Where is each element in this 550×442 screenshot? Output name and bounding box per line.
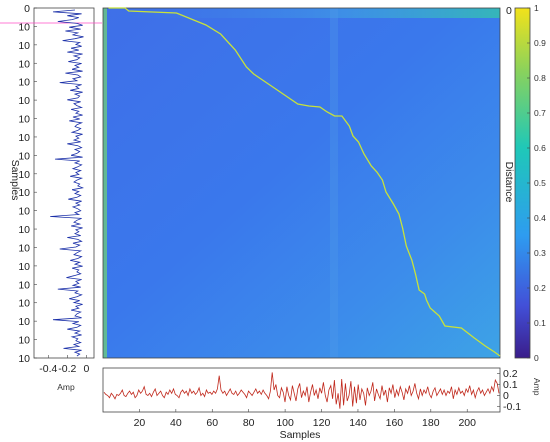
left-x-tick-label: -0.2 bbox=[58, 363, 76, 375]
bottom-y-ticks: 0.20.10-0.1 bbox=[497, 368, 521, 413]
colorbar-tick-label: 0.7 bbox=[534, 108, 546, 118]
left-y-tick-label: 0 bbox=[24, 3, 30, 15]
bottom-x-ticks: 20 40 60 80 100 120 140 160 180 200 bbox=[134, 409, 476, 429]
colorbar-tick-label: 0.8 bbox=[534, 73, 546, 83]
bottom-x-tick-label: 100 bbox=[276, 417, 294, 429]
left-y-tick-label: 10 bbox=[18, 242, 30, 254]
colorbar-tick-label: 0.6 bbox=[534, 143, 546, 153]
colorbar: 0 0.1 0.2 0.3 0.4 0.5 0.6 0.7 0.8 0.9 1 bbox=[514, 3, 546, 363]
bottom-x-tick-label: 200 bbox=[458, 417, 476, 429]
left-y-tick-label: 10 bbox=[18, 114, 30, 126]
bottom-x-tick-label: 180 bbox=[422, 417, 440, 429]
distance-matrix-heatmap: 0 Distance bbox=[102, 5, 515, 359]
bottom-y-axis-label: Amp bbox=[532, 378, 542, 396]
bottom-x-tick-label: 120 bbox=[313, 417, 331, 429]
bottom-waveform-line bbox=[103, 372, 500, 409]
left-y-tick-label: 10 bbox=[18, 224, 30, 236]
left-y-tick-label: 10 bbox=[18, 77, 30, 89]
heatmap-left-band bbox=[103, 8, 107, 358]
colorbar-tick-label: 0.4 bbox=[534, 213, 546, 223]
bottom-x-tick-label: 80 bbox=[243, 417, 255, 429]
bottom-y-tick-label: 0 bbox=[503, 390, 509, 402]
left-x-tick-label: -0.4 bbox=[39, 363, 57, 375]
left-y-tick-label: 10 bbox=[18, 169, 30, 181]
left-waveform-plot: 010101010101010101010101010101010101010 … bbox=[0, 3, 102, 392]
left-y-ticks: 0 10 10 10 10 10 10 10 10 10 10 10 10 10 10 10 10 10 10 10 bbox=[18, 3, 37, 365]
colorbar-label: Distance bbox=[503, 162, 515, 203]
left-y-tick-label: 10 bbox=[18, 187, 30, 199]
left-x-ticks: -0.4 -0.2 0 bbox=[39, 355, 89, 375]
left-y-tick-label: 10 bbox=[18, 95, 30, 107]
heatmap-top-band bbox=[103, 8, 500, 18]
left-y-tick-label: 10 bbox=[18, 21, 30, 33]
colorbar-tick-label: 0.5 bbox=[534, 178, 546, 188]
bottom-x-tick-label: 60 bbox=[206, 417, 218, 429]
left-y-tick-label: 10 bbox=[18, 40, 30, 52]
left-y-tick-label: 10 bbox=[18, 206, 30, 218]
left-y-tick-label: 10 bbox=[18, 58, 30, 70]
left-y-axis-label: Samples bbox=[9, 160, 21, 201]
left-x-tick-label: 0 bbox=[83, 363, 89, 375]
left-y-tick-label: 10 bbox=[18, 279, 30, 291]
heatmap-field bbox=[103, 8, 500, 358]
bottom-y-tick-label: 0.1 bbox=[503, 379, 518, 391]
colorbar-tick-label: 1 bbox=[534, 3, 539, 13]
warping-path bbox=[108, 7, 501, 357]
left-x-axis-label: Amp bbox=[57, 382, 75, 392]
colorbar-tick-label: 0.9 bbox=[534, 38, 546, 48]
bottom-x-axis-label: Samples bbox=[280, 429, 321, 441]
colorbar-ticks: 0 0.1 0.2 0.3 0.4 0.5 0.6 0.7 0.8 0.9 1 bbox=[527, 3, 546, 363]
left-y-tick-label: 10 bbox=[18, 335, 30, 347]
bottom-x-tick-label: 20 bbox=[134, 417, 146, 429]
colorbar-tick-label: 0.2 bbox=[534, 283, 546, 293]
left-y-tick-label: 10 bbox=[18, 150, 30, 162]
left-waveform-line bbox=[50, 9, 85, 357]
left-y-tick-label: 10 bbox=[18, 298, 30, 310]
left-y-tick-label: 10 bbox=[18, 353, 30, 365]
left-y-tick-label: 10 bbox=[18, 132, 30, 144]
colorbar-tick-label: 0 bbox=[534, 353, 539, 363]
colorbar-tick-label: 0.3 bbox=[534, 248, 546, 258]
top-right-label: 0 bbox=[506, 5, 512, 17]
heatmap-stripe bbox=[330, 8, 338, 358]
bottom-x-tick-label: 140 bbox=[349, 417, 367, 429]
bottom-waveform-plot: 20 40 60 80 100 120 140 160 180 200 0.20.10-0.1 S… bbox=[102, 367, 542, 441]
bottom-y-tick-label: -0.1 bbox=[503, 401, 521, 413]
left-y-tick-label: 10 bbox=[18, 261, 30, 273]
colorbar-tick-label: 0.1 bbox=[534, 318, 546, 328]
bottom-x-tick-label: 40 bbox=[170, 417, 182, 429]
bottom-y-tick-label: 0.2 bbox=[503, 368, 518, 380]
bottom-x-tick-label: 160 bbox=[386, 417, 404, 429]
left-y-tick-label: 10 bbox=[18, 316, 30, 328]
